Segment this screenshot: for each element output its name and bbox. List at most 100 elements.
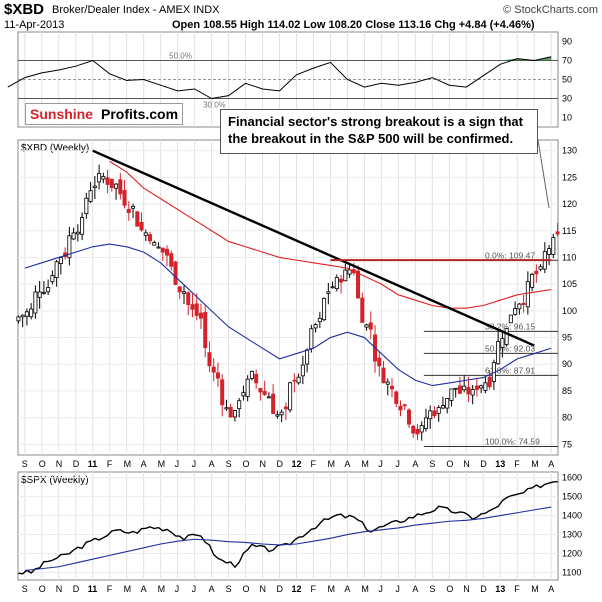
candle-body <box>322 297 327 321</box>
xbd-month-label: N <box>463 459 470 469</box>
candle-body <box>521 302 526 305</box>
spx-tick-label: 1200 <box>562 548 582 558</box>
sunshine-profits-logo: Sunshine Profits.com <box>25 103 184 125</box>
candle-body <box>394 391 399 404</box>
candle-body <box>500 338 505 348</box>
candle-body <box>126 208 131 214</box>
candle-body <box>364 324 369 328</box>
xbd-month-label: 13 <box>495 459 505 469</box>
candle-body <box>75 231 80 235</box>
candle-body <box>254 373 259 384</box>
spx-month-label: F <box>310 584 316 594</box>
candle-body <box>249 370 254 379</box>
spx-month-label: S <box>226 584 232 594</box>
candle-body <box>220 379 225 406</box>
candle-body <box>470 389 475 396</box>
xbd-month-label: N <box>56 459 63 469</box>
xbd-month-label: 12 <box>291 459 301 469</box>
spx-month-label: 11 <box>88 584 98 594</box>
spx-month-label: J <box>175 584 180 594</box>
spx-month-label: N <box>56 584 63 594</box>
xbd-month-label: D <box>480 459 487 469</box>
candle-body <box>114 183 119 189</box>
candle-body <box>33 291 38 314</box>
candle-body <box>148 234 153 242</box>
ohlc-readout: Open 108.55 High 114.02 Low 108.20 Close… <box>172 19 535 31</box>
candle-body <box>92 185 97 189</box>
rsi-tick-label: 90 <box>562 37 572 47</box>
candle-body <box>41 291 46 294</box>
xbd-panel-title: $XBD (Weekly) <box>21 143 89 154</box>
spx-month-label: M <box>124 584 132 594</box>
xbd-month-label: F <box>514 459 520 469</box>
candle-body <box>224 407 229 410</box>
spx-month-label: J <box>192 584 197 594</box>
candle-body <box>131 205 136 209</box>
xbd-tick-label: 100 <box>562 306 577 316</box>
spx-tick-label: 1500 <box>562 492 582 502</box>
xbd-tick-label: 130 <box>562 146 577 156</box>
rsi-guide-label-30: 30.0% <box>203 101 226 110</box>
candle-body <box>105 177 110 185</box>
candle-body <box>530 273 535 288</box>
spx-month-label: O <box>243 584 250 594</box>
candle-body <box>356 270 361 299</box>
logo-text-profits: Profits.com <box>97 104 183 124</box>
spx-month-label: A <box>344 584 350 594</box>
spx-month-label: A <box>209 584 215 594</box>
rsi-tick-label: 50 <box>562 75 572 85</box>
candle-body <box>101 176 106 180</box>
candle-body <box>390 385 395 390</box>
candle-body <box>296 376 301 384</box>
spx-month-label: A <box>548 584 554 594</box>
spx-month-label: 13 <box>495 584 505 594</box>
annotation-callout: Financial sector's strong breakout is a … <box>220 109 538 154</box>
spx-month-label: S <box>22 584 28 594</box>
xbd-month-label: J <box>192 459 197 469</box>
rsi-guide-label-50: 50.0% <box>169 52 192 61</box>
xbd-tick-label: 80 <box>562 413 572 423</box>
candle-body <box>381 367 386 384</box>
xbd-tick-label: 110 <box>562 252 576 262</box>
spx-month-label: J <box>378 584 383 594</box>
candle-body <box>474 385 479 390</box>
xbd-month-label: M <box>361 459 369 469</box>
xbd-month-label: F <box>310 459 316 469</box>
candle-body <box>432 410 437 417</box>
candle-body <box>152 242 157 246</box>
candle-body <box>377 357 382 367</box>
declining-trendline <box>92 149 535 347</box>
candle-body <box>20 314 25 318</box>
rsi-line <box>7 56 552 100</box>
spx-month-label: D <box>73 584 80 594</box>
candle-body <box>453 387 458 390</box>
candle-body <box>483 382 488 391</box>
spx-month-label: M <box>531 584 539 594</box>
candle-body <box>275 414 280 417</box>
candle-body <box>487 376 492 388</box>
candle-body <box>415 428 420 435</box>
spx-tick-label: 1600 <box>562 473 582 483</box>
candle-body <box>317 317 322 323</box>
candle-body <box>368 322 373 330</box>
candle-body <box>538 266 543 270</box>
candle-body <box>517 303 522 310</box>
spx-panel-title: $SPX (Weekly) <box>21 475 89 486</box>
spx-tick-label: 1300 <box>562 530 582 540</box>
xbd-month-label: N <box>260 459 267 469</box>
candle-body <box>313 324 318 329</box>
spx-month-label: A <box>412 584 418 594</box>
fib-level-label: 38.2%: 96.15 <box>485 321 535 331</box>
candle-body <box>462 385 467 391</box>
spx-month-label: F <box>514 584 520 594</box>
candle-body <box>279 411 284 416</box>
candle-body <box>479 385 484 389</box>
xbd-month-label: M <box>327 459 335 469</box>
candle-body <box>181 291 186 294</box>
spx-month-label: M <box>361 584 369 594</box>
candle-body <box>194 303 199 316</box>
candle-body <box>547 248 552 255</box>
spx-month-label: F <box>107 584 113 594</box>
fib-level-label: 100.0%: 74.59 <box>485 437 540 447</box>
